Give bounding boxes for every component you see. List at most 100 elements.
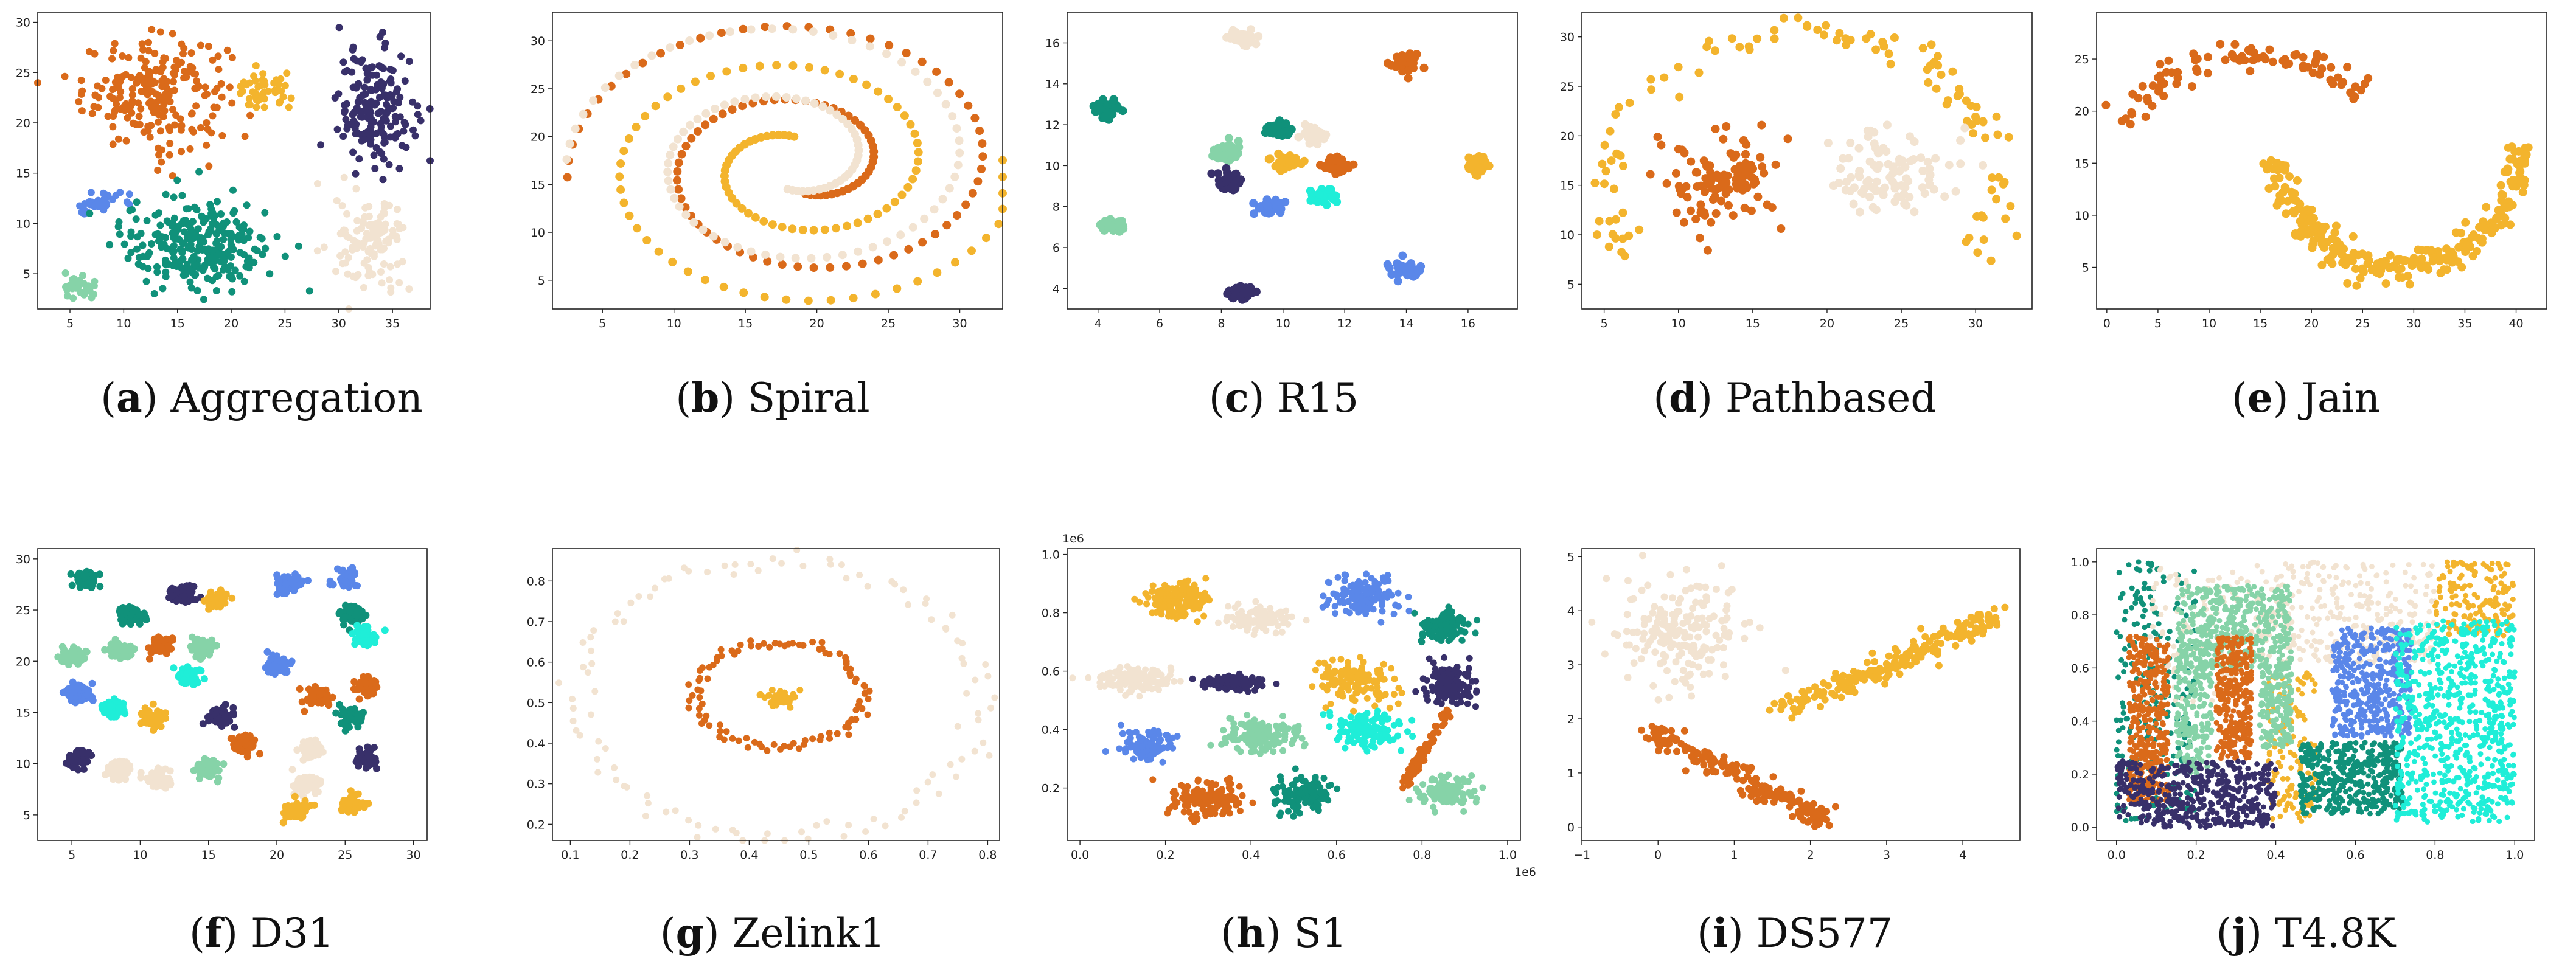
data-point [840, 833, 848, 840]
data-point [759, 217, 768, 226]
data-point [165, 219, 173, 226]
data-point [78, 107, 86, 115]
data-point [361, 681, 369, 688]
data-point [2173, 68, 2182, 77]
data-point [1412, 50, 1421, 58]
data-point [341, 577, 349, 585]
data-point [402, 144, 410, 151]
data-point [348, 68, 356, 76]
data-point [720, 100, 729, 109]
data-point [2143, 94, 2152, 103]
data-point [370, 151, 378, 159]
data-point [864, 711, 871, 718]
data-point [614, 71, 624, 80]
data-point [809, 27, 818, 36]
data-point [1097, 220, 1106, 229]
data-point [1835, 29, 1844, 38]
data-point [2265, 45, 2274, 54]
data-point [882, 204, 891, 213]
data-point [932, 67, 941, 76]
data-point [349, 236, 357, 244]
data-point [731, 561, 739, 568]
data-point [862, 80, 871, 89]
data-point [360, 612, 367, 620]
data-point [127, 232, 135, 240]
data-point [1839, 154, 1848, 163]
data-point [569, 718, 577, 724]
data-point [720, 238, 729, 247]
data-point [1192, 601, 1200, 608]
data-point [1466, 165, 1475, 173]
data-point [1711, 192, 1719, 201]
y-tick-label: 10 [16, 758, 30, 771]
data-point [326, 577, 334, 585]
y-tick-label: 5 [23, 268, 30, 281]
data-point [223, 249, 231, 257]
data-point [2126, 120, 2135, 129]
data-point [695, 705, 703, 712]
data-point [884, 94, 893, 103]
data-point [987, 704, 995, 712]
data-point [799, 563, 807, 569]
data-point [2282, 209, 2291, 218]
data-point [2268, 57, 2277, 66]
data-point [251, 77, 259, 85]
data-point [305, 685, 313, 693]
data-point [145, 655, 153, 663]
data-point [188, 646, 196, 654]
data-point [677, 150, 686, 159]
data-point [1149, 609, 1156, 617]
data-point [210, 103, 218, 111]
data-point [1301, 120, 1310, 129]
data-point [360, 283, 367, 291]
data-point [353, 612, 361, 620]
data-point [215, 66, 223, 73]
data-point [642, 236, 652, 244]
data-point [357, 749, 364, 757]
x-tick-label: 14 [1399, 317, 1413, 330]
data-point [120, 762, 128, 770]
y-tick-label: 15 [1560, 179, 1575, 193]
data-point [1864, 133, 1873, 141]
data-point [633, 224, 642, 233]
data-point [145, 775, 153, 783]
data-point [1625, 99, 1634, 108]
data-point [197, 41, 204, 49]
x-tick-label: 15 [738, 317, 753, 330]
data-point [942, 625, 949, 632]
data-point [217, 717, 225, 725]
data-point [352, 638, 360, 646]
data-point [994, 220, 1003, 229]
data-point [722, 67, 731, 76]
data-point [2127, 108, 2136, 117]
data-point [766, 643, 773, 651]
x-tick-label: 30 [2406, 317, 2421, 330]
data-point [644, 792, 651, 799]
data-point [768, 687, 776, 694]
data-point [591, 688, 599, 695]
data-point [1758, 162, 1767, 172]
data-point [1886, 60, 1895, 69]
data-point [350, 108, 358, 116]
data-point [1103, 100, 1112, 109]
data-point [982, 661, 989, 668]
data-point [1701, 187, 1709, 196]
x-tick-label: 35 [385, 317, 400, 330]
data-point [1207, 169, 1216, 178]
data-point [361, 83, 369, 91]
data-point [219, 704, 227, 712]
data-point [1859, 189, 1868, 198]
data-point [381, 138, 389, 146]
data-point [217, 210, 225, 218]
data-point [178, 192, 186, 199]
data-point [687, 134, 696, 143]
data-point [380, 204, 388, 212]
data-point [656, 49, 665, 58]
data-point [111, 640, 119, 648]
data-point [207, 210, 215, 218]
data-point [2156, 60, 2165, 69]
data-point [126, 765, 134, 773]
data-point [782, 295, 791, 304]
data-point [2310, 224, 2319, 233]
data-point [810, 99, 819, 108]
